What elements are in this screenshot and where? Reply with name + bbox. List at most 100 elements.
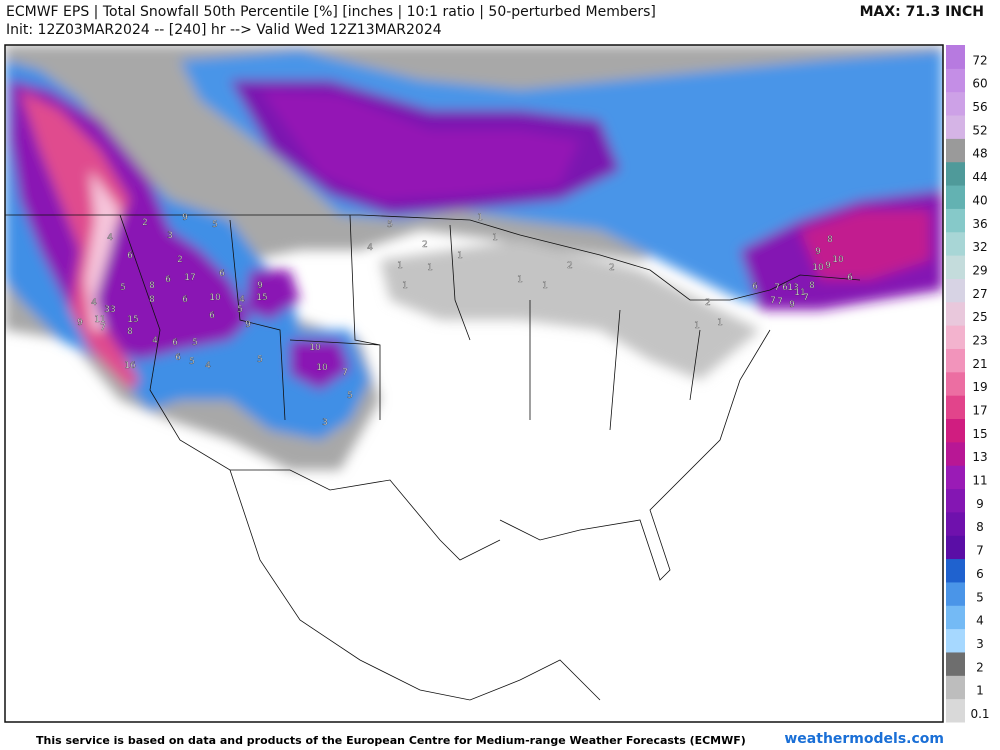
title: ECMWF EPS | Total Snowfall 50th Percenti… — [6, 4, 656, 20]
footer-text: This service is based on data and produc… — [36, 734, 746, 747]
colorbar-label: 8 — [976, 520, 984, 534]
colorbar-swatch — [946, 698, 965, 723]
map-value-label: 6 — [209, 311, 215, 321]
map-value-label: 4 — [152, 336, 158, 346]
map-value-label: 10 — [209, 293, 221, 303]
map-value-label: 5 — [257, 355, 263, 365]
colorbar-swatch — [946, 208, 965, 233]
map-value-label: 5 — [237, 305, 243, 315]
map-value-label: 13 — [787, 283, 798, 293]
colorbar-label: 60 — [972, 77, 987, 91]
colorbar-label: 11 — [972, 474, 987, 488]
map-value-label: 7 — [803, 293, 809, 303]
borders — [5, 214, 861, 701]
colorbar-label: 32 — [972, 240, 987, 254]
colorbar-swatch — [946, 535, 965, 560]
colorbar-swatch — [946, 45, 965, 69]
colorbar-swatch — [946, 371, 965, 396]
colorbar-swatch — [946, 651, 965, 676]
map-value-label: 2 — [422, 240, 428, 250]
colorbar-swatch — [946, 161, 965, 186]
map-value-label: 1 — [492, 233, 498, 243]
colorbar-swatch — [946, 418, 965, 443]
colorbar-swatch — [946, 558, 965, 583]
map-value-label: 5 — [120, 283, 126, 293]
brand: weathermodels.com — [784, 731, 944, 747]
colorbar-label: 29 — [972, 263, 987, 277]
map-value-label: 3 — [322, 418, 328, 428]
map-value-label: 1 — [517, 275, 523, 285]
colorbar-label: 72 — [972, 53, 987, 67]
colorbar-label: 23 — [972, 333, 987, 347]
colorbar-label: 19 — [972, 380, 987, 394]
map-value-label: 8 — [149, 281, 155, 291]
map-value-label: 10 — [812, 263, 824, 273]
map-value-label: 9 — [182, 213, 188, 223]
colorbar-label: 27 — [972, 287, 987, 301]
map-value-label: 1 — [694, 321, 700, 331]
map-value-label: 10 — [309, 343, 321, 353]
map-value-label: 15 — [256, 293, 267, 303]
map-value-label: 10 — [316, 363, 328, 373]
colorbar-label: 21 — [972, 357, 987, 371]
colorbar-label: 25 — [972, 310, 987, 324]
colorbar-swatch — [946, 605, 965, 630]
map-value-label: 6 — [752, 282, 758, 292]
colorbar-label: 15 — [972, 427, 987, 441]
map-value-label: 4 — [367, 243, 373, 253]
colorbar-label: 40 — [972, 193, 987, 207]
colorbar-label: 52 — [972, 123, 987, 137]
map-value-label: 4 — [239, 295, 245, 305]
map-value-label: 8 — [809, 281, 815, 291]
colorbar-swatch — [946, 255, 965, 279]
map-value-label: 6 — [782, 283, 788, 293]
map-value-label: 3 — [167, 231, 173, 241]
colorbar-swatch — [946, 325, 965, 349]
colorbar-label: 5 — [976, 590, 984, 604]
colorbar-label: 1 — [976, 684, 984, 698]
colorbar-swatch — [946, 581, 965, 606]
map-value-label: 33 — [104, 305, 115, 315]
map-value-label: 17 — [184, 273, 195, 283]
colorbar-swatch — [946, 278, 965, 303]
map-value-label: 2 — [609, 263, 615, 273]
colorbar-swatch — [946, 91, 965, 116]
map-value-label: 1 — [427, 263, 433, 273]
map-value-label: 5 — [347, 391, 353, 401]
map-value-label: 1 — [457, 251, 463, 261]
map-value-label: 8 — [149, 295, 155, 305]
map-value-label: 6 — [182, 295, 188, 305]
map-value-label: 1 — [717, 318, 723, 328]
colorbar-label: 6 — [976, 567, 984, 581]
map-value-label: 4 — [107, 233, 113, 243]
map-value-label: 7 — [774, 283, 780, 293]
map-value-label: 6 — [847, 273, 853, 283]
map-value-label: 4 — [205, 361, 211, 371]
max-label: MAX: 71.3 INCH — [859, 4, 984, 20]
colorbar-label: 44 — [972, 170, 987, 184]
init-line: Init: 12Z03MAR2024 -- [240] hr --> Valid… — [6, 22, 442, 38]
colorbar-label: 48 — [972, 147, 987, 161]
map-value-label: 1 — [397, 261, 403, 271]
colorbar-swatch — [946, 441, 965, 466]
map-value-label: 5 — [387, 220, 393, 230]
colorbar-swatch — [946, 395, 965, 420]
map-value-label: 5 — [192, 338, 198, 348]
map-value-label: 9 — [825, 261, 831, 271]
map-value-label: 1 — [402, 281, 408, 291]
map-value-label: 1 — [477, 213, 483, 223]
colorbar-swatch — [946, 301, 965, 326]
colorbar-swatch — [946, 488, 965, 513]
map-value-label: 2 — [567, 261, 573, 271]
snow-field — [5, 45, 943, 701]
map-value-label: 9 — [245, 320, 251, 330]
map-value-label: 7 — [342, 368, 348, 378]
map-value-label: 5 — [189, 357, 195, 367]
colorbar-swatch — [946, 68, 965, 93]
colorbar-swatch — [946, 348, 965, 373]
map-value-label: 6 — [127, 251, 133, 261]
map-value-label: 6 — [165, 275, 171, 285]
map-value-label: 9 — [815, 247, 821, 257]
colorbar-label: 2 — [976, 660, 984, 674]
